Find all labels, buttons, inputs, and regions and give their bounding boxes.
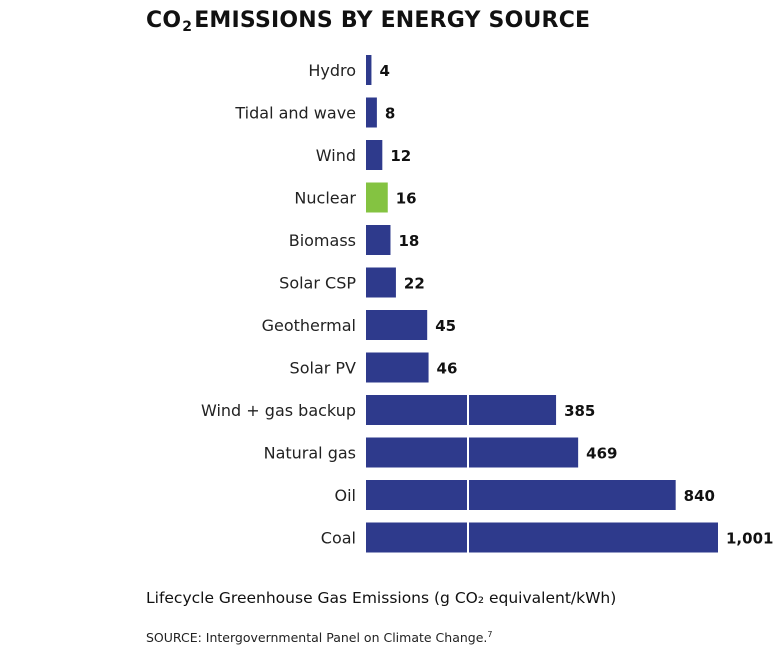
category-label-tidal-and-wave: Tidal and wave	[234, 104, 356, 123]
bar-tidal-and-wave	[366, 97, 377, 128]
value-label-oil: 840	[684, 487, 715, 505]
source-footnote-marker: 7	[487, 630, 493, 639]
bar-biomass	[366, 225, 391, 255]
bar-solar-csp	[366, 267, 396, 298]
value-label-wind: 12	[390, 147, 411, 165]
category-label-oil: Oil	[335, 486, 356, 505]
category-label-natural-gas: Natural gas	[264, 444, 356, 463]
category-label-nuclear: Nuclear	[294, 189, 356, 208]
bar-wind	[366, 140, 383, 170]
bar-coal	[366, 522, 718, 553]
source-note: SOURCE: Intergovernmental Panel on Clima…	[146, 630, 492, 645]
category-label-wind-gas-backup: Wind + gas backup	[201, 401, 356, 420]
value-label-natural-gas: 469	[586, 445, 617, 463]
source-text: SOURCE: Intergovernmental Panel on Clima…	[146, 630, 488, 646]
value-label-solar-csp: 22	[404, 275, 425, 293]
category-label-wind: Wind	[316, 146, 356, 165]
bar-natural-gas	[366, 437, 579, 468]
chart-title: CO2EMISSIONS BY ENERGY SOURCE	[146, 8, 591, 35]
category-label-solar-csp: Solar CSP	[279, 274, 356, 293]
category-label-hydro: Hydro	[308, 61, 356, 80]
category-label-coal: Coal	[321, 529, 356, 548]
chart-title-prefix: CO	[146, 8, 182, 33]
bar-wind-gas-backup	[366, 395, 557, 425]
chart-title-subscript: 2	[182, 19, 193, 35]
value-label-tidal-and-wave: 8	[385, 105, 395, 123]
value-label-coal: 1,001	[726, 530, 773, 548]
bar-oil	[366, 480, 676, 510]
value-label-solar-pv: 46	[437, 360, 458, 378]
value-label-geothermal: 45	[435, 317, 456, 335]
value-label-biomass: 18	[398, 232, 419, 250]
bar-geothermal	[366, 310, 428, 340]
bar-nuclear	[366, 182, 388, 213]
value-label-hydro: 4	[379, 62, 389, 80]
value-label-nuclear: 16	[396, 190, 417, 208]
bar-hydro	[366, 55, 372, 85]
bar-chart: Hydro 4 Tidal and wave 8 Wind 12 Nuclear 16 Biom…	[201, 55, 773, 553]
category-label-biomass: Biomass	[289, 231, 356, 250]
x-axis-label: Lifecycle Greenhouse Gas Emissions (g CO…	[146, 589, 617, 607]
bar-solar-pv	[366, 352, 429, 383]
value-label-wind-gas-backup: 385	[564, 402, 595, 420]
category-label-geothermal: Geothermal	[262, 316, 356, 335]
category-label-solar-pv: Solar PV	[290, 359, 357, 378]
chart-title-suffix: EMISSIONS BY ENERGY SOURCE	[194, 8, 591, 33]
